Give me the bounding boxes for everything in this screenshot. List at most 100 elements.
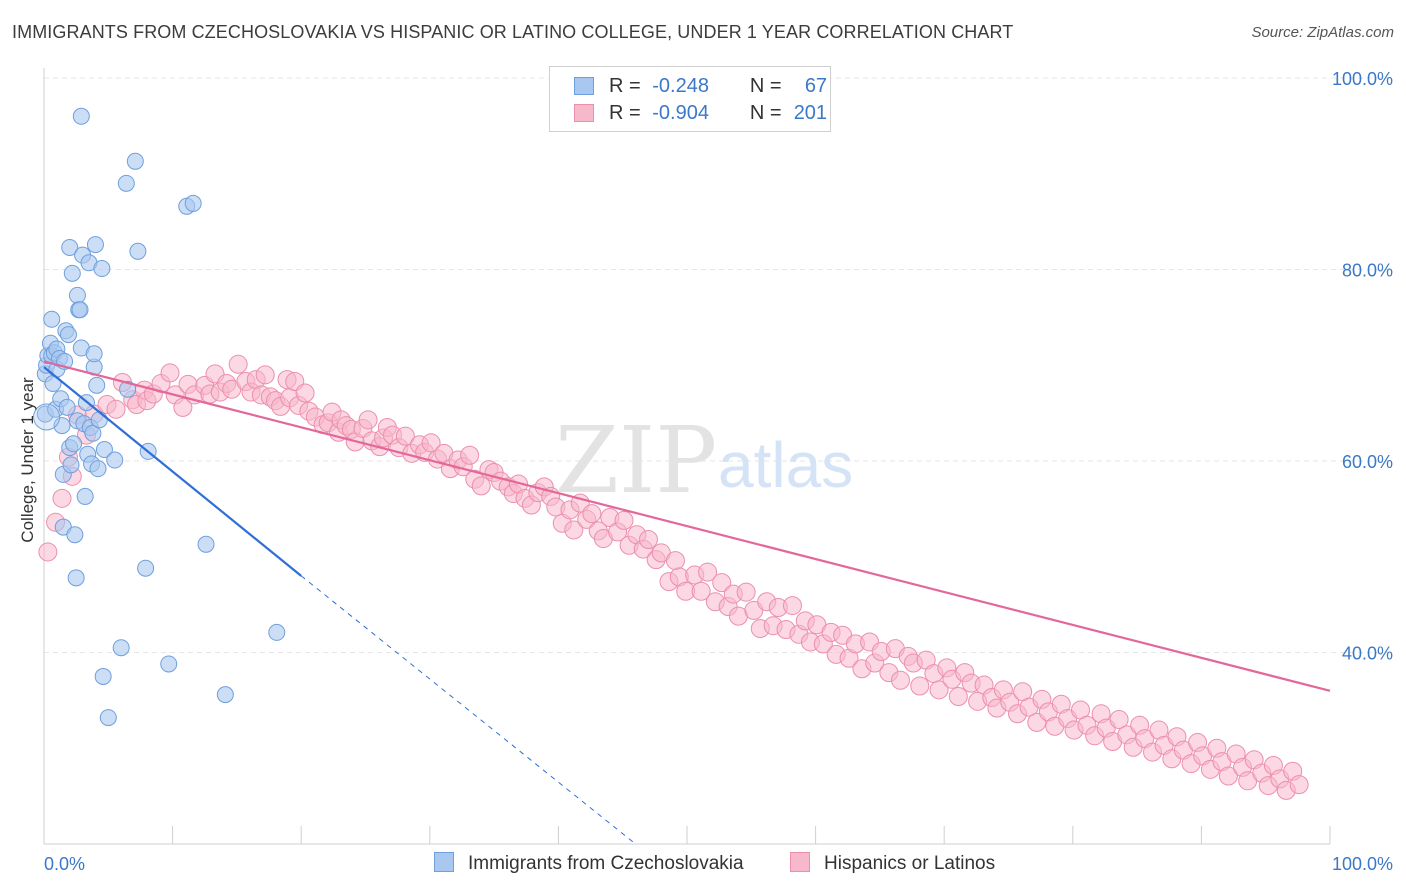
hispanic-points bbox=[38, 354, 1309, 800]
hispanic-point bbox=[736, 582, 756, 602]
legend-swatch-pink bbox=[574, 104, 594, 122]
hispanic-point bbox=[160, 363, 180, 383]
czech-point bbox=[53, 417, 71, 435]
czech-point bbox=[112, 639, 130, 657]
hispanic-point bbox=[471, 476, 491, 496]
legend-n-label: N = bbox=[749, 75, 782, 97]
bottom-legend-label: Hispanics or Latinos bbox=[824, 853, 996, 874]
y-tick-label: 100.0% bbox=[1332, 69, 1393, 89]
czech-point bbox=[94, 667, 112, 685]
chart-source: Source: ZipAtlas.com bbox=[1251, 24, 1394, 41]
czech-point bbox=[85, 345, 103, 363]
bottom-legend-swatch-blue bbox=[434, 852, 454, 872]
hispanic-point bbox=[614, 510, 634, 530]
czech-point bbox=[119, 380, 137, 398]
hispanic-point bbox=[698, 562, 718, 582]
czech-point bbox=[160, 655, 178, 673]
watermark-atlas: atlas bbox=[718, 429, 853, 501]
correlation-legend: R = -0.248 N = 67 R = -0.904 N = 201 bbox=[549, 66, 831, 132]
czech-point bbox=[76, 487, 94, 505]
hispanic-point bbox=[460, 445, 480, 465]
x-tick-label: 100.0% bbox=[1332, 854, 1393, 874]
y-tick-label: 40.0% bbox=[1342, 644, 1393, 664]
hispanic-point bbox=[890, 670, 910, 690]
hispanic-trend-line bbox=[43, 360, 1331, 692]
czech-point bbox=[95, 441, 113, 459]
czech-point bbox=[65, 435, 83, 453]
hispanic-point bbox=[1218, 766, 1238, 786]
czech-point bbox=[126, 152, 144, 170]
legend-swatch-blue bbox=[574, 77, 594, 95]
czech-point bbox=[197, 535, 215, 553]
hispanic-point bbox=[255, 365, 275, 385]
hispanic-point bbox=[1109, 710, 1129, 730]
czech-point bbox=[137, 559, 155, 577]
legend-n-value: 201 bbox=[793, 102, 828, 124]
czech-point bbox=[93, 260, 111, 278]
czech-point bbox=[216, 686, 234, 704]
hispanic-point bbox=[358, 410, 378, 430]
czech-point bbox=[66, 526, 84, 544]
tick-labels: 100.0% 80.0% 60.0% 40.0% 0.0% 100.0% bbox=[44, 69, 1393, 874]
legend-r-label: R = bbox=[609, 102, 641, 124]
y-tick-label: 80.0% bbox=[1342, 261, 1393, 281]
czech-point bbox=[99, 709, 117, 727]
czech-point bbox=[33, 403, 61, 431]
bottom-legend-swatch-pink bbox=[790, 852, 810, 872]
czech-point bbox=[62, 456, 80, 474]
czech-point bbox=[90, 411, 108, 429]
y-tick-label: 60.0% bbox=[1342, 452, 1393, 472]
hispanic-point bbox=[38, 542, 58, 562]
czech-point bbox=[117, 174, 135, 192]
bottom-legend-czech: Immigrants from Czechoslovakia bbox=[434, 852, 744, 876]
hispanic-point bbox=[638, 530, 658, 550]
czech-point bbox=[71, 301, 89, 319]
hispanic-point bbox=[564, 520, 584, 540]
hispanic-point bbox=[691, 581, 711, 601]
czech-point bbox=[184, 194, 202, 212]
legend-r-value: -0.904 bbox=[652, 102, 709, 124]
czech-point bbox=[67, 569, 85, 587]
czech-point bbox=[59, 326, 77, 344]
hispanic-point bbox=[228, 354, 248, 374]
trend-lines bbox=[43, 360, 1331, 845]
czech-point bbox=[58, 398, 76, 416]
czech-point bbox=[63, 264, 81, 282]
chart-title: IMMIGRANTS FROM CZECHOSLOVAKIA VS HISPAN… bbox=[12, 22, 1014, 42]
czech-point bbox=[106, 451, 124, 469]
hispanic-point bbox=[782, 596, 802, 616]
czech-trend-line bbox=[43, 366, 302, 577]
hispanic-point bbox=[910, 676, 930, 696]
bottom-legend-hispanic: Hispanics or Latinos bbox=[790, 852, 995, 876]
czech-points bbox=[33, 107, 286, 727]
hispanic-point bbox=[929, 680, 949, 700]
czech-point bbox=[86, 236, 104, 254]
y-axis-label: College, Under 1 year bbox=[18, 377, 37, 543]
hispanic-point bbox=[295, 383, 315, 403]
legend-r-value: -0.248 bbox=[652, 75, 709, 97]
czech-point bbox=[61, 238, 79, 256]
legend-r-label: R = bbox=[609, 75, 641, 97]
hispanic-point bbox=[173, 397, 193, 417]
czech-point bbox=[72, 107, 90, 125]
hispanic-point bbox=[665, 551, 685, 571]
czech-point bbox=[88, 376, 106, 394]
bottom-legend-label: Immigrants from Czechoslovakia bbox=[468, 853, 744, 874]
legend-n-label: N = bbox=[749, 102, 782, 124]
hispanic-point bbox=[106, 399, 126, 419]
czech-point bbox=[68, 286, 86, 304]
czech-point bbox=[268, 623, 286, 641]
hispanic-point bbox=[52, 488, 72, 508]
hispanic-point bbox=[712, 573, 732, 593]
hispanic-point bbox=[395, 426, 415, 446]
x-tick-label: 0.0% bbox=[44, 854, 85, 874]
legend-n-value: 67 bbox=[804, 75, 828, 97]
czech-trend-extension bbox=[300, 575, 636, 845]
czech-point bbox=[129, 242, 147, 260]
hispanic-point bbox=[1289, 775, 1309, 795]
hispanic-point bbox=[421, 433, 441, 453]
czech-point bbox=[43, 310, 61, 328]
hispanic-point bbox=[948, 687, 968, 707]
hispanic-point bbox=[582, 504, 602, 524]
